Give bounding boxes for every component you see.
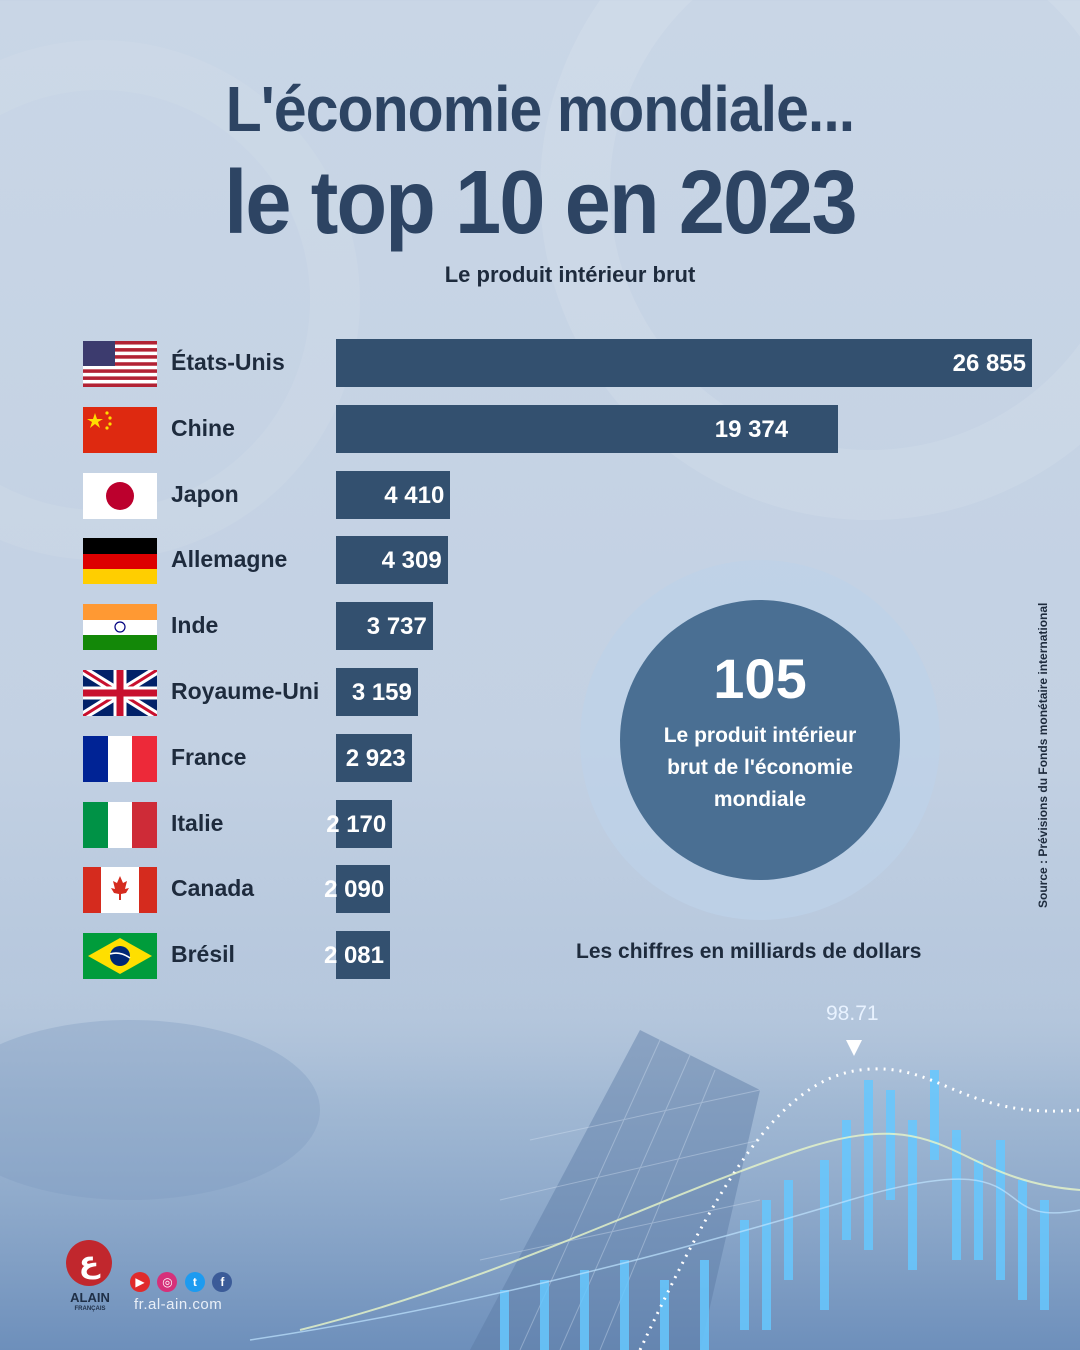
world-gdp-value: 105 (713, 647, 807, 710)
bar-value-label: 2 923 (345, 744, 406, 772)
country-label: Brésil (171, 941, 235, 968)
unit-note: Les chiffres en milliards de dollars (576, 940, 922, 963)
country-label: Canada (171, 875, 255, 902)
bar (336, 865, 391, 914)
youtube-icon[interactable]: ▶ (130, 1272, 150, 1292)
source-note: Source : Prévisions du Fonds monétaire i… (1036, 602, 1050, 908)
facebook-icon[interactable]: f (212, 1272, 233, 1292)
bar-row: Brésil 2 081 (80, 931, 1040, 981)
flag-japan-icon (83, 472, 157, 519)
world-gdp-label: Le produit intérieur brut de l'économie … (663, 724, 857, 811)
flag-india-icon (83, 604, 157, 651)
flag-us-icon (83, 341, 157, 387)
callout-circle: 105 Le produit intérieur brut de l'écono… (620, 600, 900, 880)
bar (336, 602, 433, 651)
al-ain-logo[interactable]: ع ALAIN FRANÇAIS (60, 1240, 120, 1320)
country-label: Allemagne (171, 546, 288, 573)
country-label: Chine (171, 414, 235, 441)
instagram-icon[interactable]: ◎ (157, 1272, 178, 1292)
logo-text: ALAIN (70, 1290, 110, 1305)
bar-row: Canada 2 090 (80, 865, 1040, 915)
bar-row: Inde 3 737 (80, 602, 1040, 652)
country-label: Royaume-Uni (171, 678, 320, 704)
country-label: France (171, 743, 247, 770)
country-label: Japon (171, 480, 239, 507)
bar (336, 339, 1032, 387)
bar-value-label: 26 855 (952, 350, 1026, 377)
bar-row: Royaume-Uni 3 159 (80, 668, 1040, 718)
bar-value-label: 2 170 (326, 810, 387, 838)
bar (336, 733, 412, 782)
bar-value-label: 4 309 (381, 547, 442, 575)
flag-france-icon (83, 735, 157, 782)
flag-italy-icon (83, 801, 157, 848)
country-label: Inde (171, 612, 219, 639)
bar-row: France 2 923 (80, 733, 1040, 784)
bar (336, 931, 390, 980)
title-line-2: le top 10 en 2023 (224, 153, 857, 253)
chart-subtitle: Le produit intérieur brut (444, 262, 696, 287)
bar (336, 536, 448, 585)
bar-row: États-Unis 26 855 (80, 339, 1040, 389)
bar-row: Japon 4 410 (80, 470, 1040, 521)
bar-row: Chine 19 374 (80, 404, 1040, 455)
bar (336, 799, 393, 848)
bar-value-label: 19 374 (714, 415, 789, 443)
title-line-1: L'économie mondiale... (225, 73, 855, 145)
bar (336, 668, 418, 716)
bar-value-label: 3 737 (366, 613, 427, 641)
country-label: Italie (171, 809, 224, 836)
flag-canada-icon (83, 867, 157, 914)
flag-germany-icon (83, 538, 157, 585)
bar-value-label: 4 410 (384, 481, 445, 509)
country-label: États-Unis (171, 349, 285, 375)
website-link[interactable]: fr.al-ain.com (134, 1296, 223, 1313)
bar (336, 470, 451, 519)
bar-row: Italie 2 170 (80, 799, 1040, 850)
bar-value-label: 2 090 (324, 876, 385, 904)
flag-china-icon (83, 406, 157, 453)
bar (336, 404, 839, 453)
bar-value-label: 2 081 (323, 942, 384, 970)
logo-mark-icon: ع (66, 1240, 112, 1286)
logo-subtext: FRANÇAIS (74, 1306, 106, 1312)
bar-row: Allemagne 4 309 (80, 536, 1040, 586)
twitter-icon[interactable]: t (184, 1272, 205, 1292)
decorative-chart-number: 98.71 (826, 1002, 879, 1025)
flag-uk-icon (83, 670, 157, 716)
social-icons: ▶ ◎ t f (130, 1272, 235, 1294)
bar-value-label: 3 159 (351, 679, 412, 706)
flag-brazil-icon (83, 933, 157, 980)
